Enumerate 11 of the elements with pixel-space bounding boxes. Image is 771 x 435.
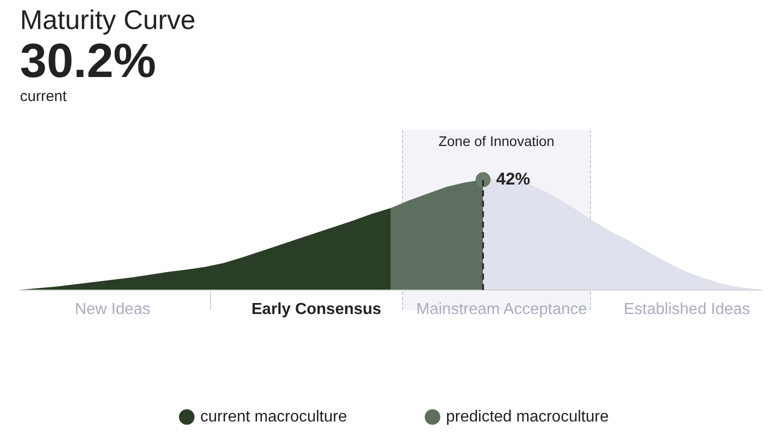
chart-subtitle: 30.2% [20,35,158,88]
x-tick-label: New Ideas [74,300,150,318]
chart-title: Maturity Curve [20,4,196,36]
text: Zone of Innovation [437,133,556,151]
x-tick-label: Early Consensus [251,300,382,318]
x-tick-label: Mainstream Acceptance [416,300,588,318]
annotation: 42% [496,169,530,188]
x-tick-label: Established Ideas [624,300,750,318]
legend-label: current macroculture [200,408,348,426]
text: current [20,88,68,106]
legend-label: predicted macroculture [446,408,609,426]
